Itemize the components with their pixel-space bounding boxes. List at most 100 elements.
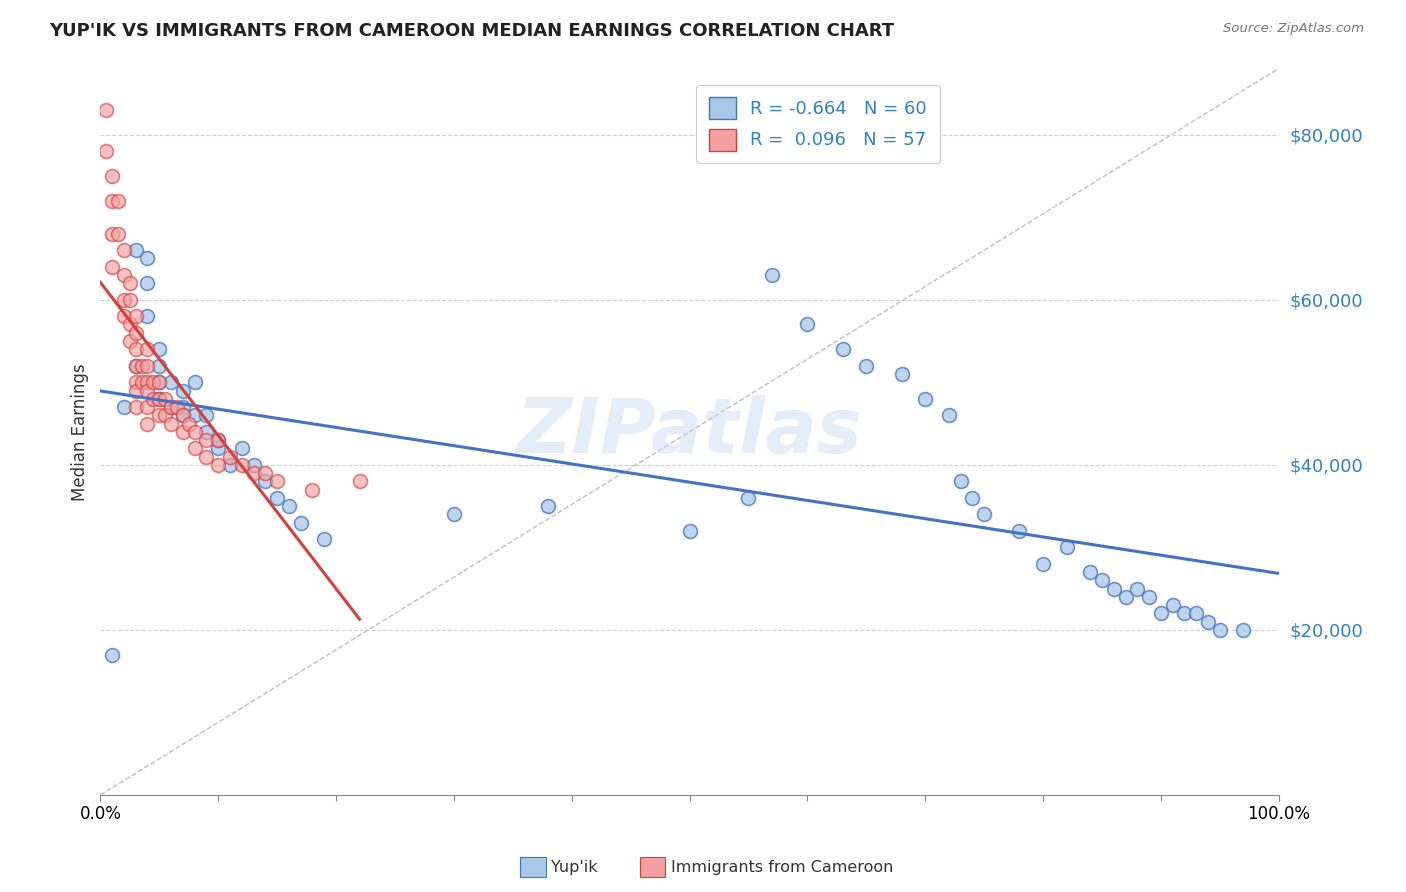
Text: Source: ZipAtlas.com: Source: ZipAtlas.com: [1223, 22, 1364, 36]
Point: [537, 499, 560, 513]
Point: [242, 458, 264, 472]
Text: ZIPatlas: ZIPatlas: [516, 395, 862, 469]
Point: [254, 475, 277, 489]
Point: [148, 392, 170, 406]
Point: [160, 400, 183, 414]
Point: [160, 376, 183, 390]
Point: [1032, 557, 1054, 571]
Point: [101, 194, 124, 208]
Point: [1173, 607, 1195, 621]
Point: [1209, 623, 1232, 637]
Point: [125, 400, 148, 414]
Point: [172, 384, 194, 398]
Point: [183, 409, 205, 423]
Point: [266, 475, 288, 489]
Point: [112, 268, 135, 282]
Point: [1126, 582, 1149, 596]
Point: [101, 227, 124, 241]
Point: [118, 276, 141, 290]
Point: [207, 458, 229, 472]
Point: [107, 227, 129, 241]
Point: [101, 260, 124, 274]
Point: [1137, 590, 1160, 604]
Point: [855, 359, 877, 373]
Point: [242, 466, 264, 480]
Point: [195, 450, 218, 464]
Point: [125, 326, 148, 340]
Point: [160, 417, 183, 431]
Point: [183, 376, 205, 390]
Point: [177, 417, 200, 431]
Point: [142, 376, 165, 390]
Point: [148, 359, 170, 373]
Point: [183, 442, 205, 456]
Point: [219, 450, 242, 464]
Point: [831, 343, 853, 357]
Point: [125, 359, 148, 373]
Point: [118, 334, 141, 348]
Point: [153, 392, 176, 406]
Point: [219, 458, 242, 472]
Point: [131, 376, 153, 390]
Point: [207, 433, 229, 447]
Point: [231, 458, 253, 472]
Point: [148, 409, 170, 423]
Point: [254, 466, 277, 480]
Point: [1008, 524, 1031, 538]
Point: [1161, 598, 1184, 612]
Y-axis label: Median Earnings: Median Earnings: [72, 363, 89, 500]
Point: [118, 318, 141, 332]
Point: [349, 475, 371, 489]
Point: [148, 392, 170, 406]
Point: [136, 276, 159, 290]
Point: [136, 359, 159, 373]
Point: [148, 376, 170, 390]
Point: [938, 409, 960, 423]
Point: [796, 318, 818, 332]
Point: [1150, 607, 1173, 621]
Point: [136, 400, 159, 414]
Point: [1197, 615, 1219, 629]
Point: [172, 409, 194, 423]
Point: [112, 293, 135, 307]
Point: [153, 409, 176, 423]
Point: [1232, 623, 1254, 637]
Point: [1056, 541, 1078, 555]
Point: [172, 400, 194, 414]
Point: [125, 359, 148, 373]
Point: [973, 508, 995, 522]
Point: [136, 309, 159, 323]
Point: [172, 425, 194, 439]
Point: [443, 508, 465, 522]
Point: [125, 343, 148, 357]
Point: [195, 433, 218, 447]
Point: [207, 433, 229, 447]
Point: [131, 359, 153, 373]
Point: [136, 343, 159, 357]
Point: [737, 491, 759, 505]
Point: [112, 309, 135, 323]
Point: [136, 417, 159, 431]
Point: [195, 409, 218, 423]
Point: [1091, 574, 1114, 588]
Point: [1185, 607, 1208, 621]
Point: [136, 376, 159, 390]
Point: [125, 309, 148, 323]
Point: [314, 532, 336, 546]
Point: [148, 343, 170, 357]
Point: [125, 376, 148, 390]
Text: YUP'IK VS IMMIGRANTS FROM CAMEROON MEDIAN EARNINGS CORRELATION CHART: YUP'IK VS IMMIGRANTS FROM CAMEROON MEDIA…: [49, 22, 894, 40]
Point: [890, 367, 912, 381]
Point: [101, 648, 124, 662]
Point: [125, 384, 148, 398]
Point: [1115, 590, 1137, 604]
Text: Yup'ik: Yup'ik: [551, 860, 598, 874]
Point: [949, 475, 972, 489]
Point: [962, 491, 984, 505]
Point: [183, 425, 205, 439]
Point: [277, 499, 299, 513]
Point: [96, 144, 118, 158]
Point: [107, 194, 129, 208]
Point: [142, 392, 165, 406]
Point: [1078, 565, 1101, 579]
